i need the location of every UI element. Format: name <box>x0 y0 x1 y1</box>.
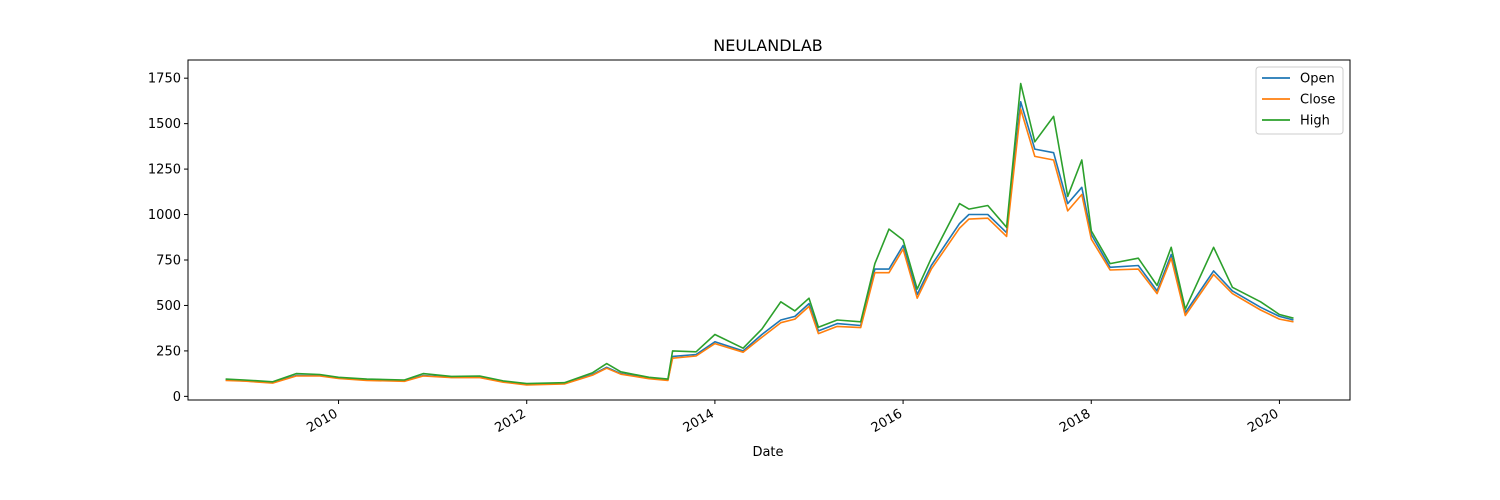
y-tick-label: 1250 <box>148 163 181 178</box>
series-line-open <box>225 101 1294 386</box>
x-tick-label: 2010 <box>304 406 340 436</box>
series-group <box>225 82 1294 386</box>
y-tick-label: 1750 <box>148 72 181 87</box>
legend-label-high: High <box>1300 114 1330 129</box>
legend-label-close: Close <box>1300 93 1335 108</box>
y-axis: 0 250 500 750 1000 1250 1500 1750 <box>148 72 188 405</box>
legend-label-open: Open <box>1300 72 1335 87</box>
plot-area <box>187 59 1351 401</box>
x-tick-label: 2018 <box>1057 406 1093 436</box>
chart-title: NEULANDLAB <box>713 36 823 55</box>
x-tick-label: 2014 <box>681 406 717 436</box>
legend: Open Close High <box>1255 66 1344 135</box>
y-tick-label: 250 <box>156 344 181 359</box>
x-axis-label: Date <box>752 445 783 460</box>
series-line-close <box>225 108 1294 386</box>
y-tick-label: 750 <box>156 254 181 269</box>
x-axis: 2010 2012 2014 2016 2018 2020 <box>304 400 1281 436</box>
legend-box <box>1255 66 1344 135</box>
x-tick-label: 2012 <box>493 406 529 436</box>
y-tick-label: 1500 <box>148 117 181 132</box>
series-line-high <box>225 82 1294 385</box>
y-tick-label: 1000 <box>148 208 181 223</box>
y-tick-label: 0 <box>173 390 181 405</box>
x-tick-label: 2020 <box>1245 406 1281 436</box>
y-tick-label: 500 <box>156 299 181 314</box>
x-tick-label: 2016 <box>869 406 905 436</box>
